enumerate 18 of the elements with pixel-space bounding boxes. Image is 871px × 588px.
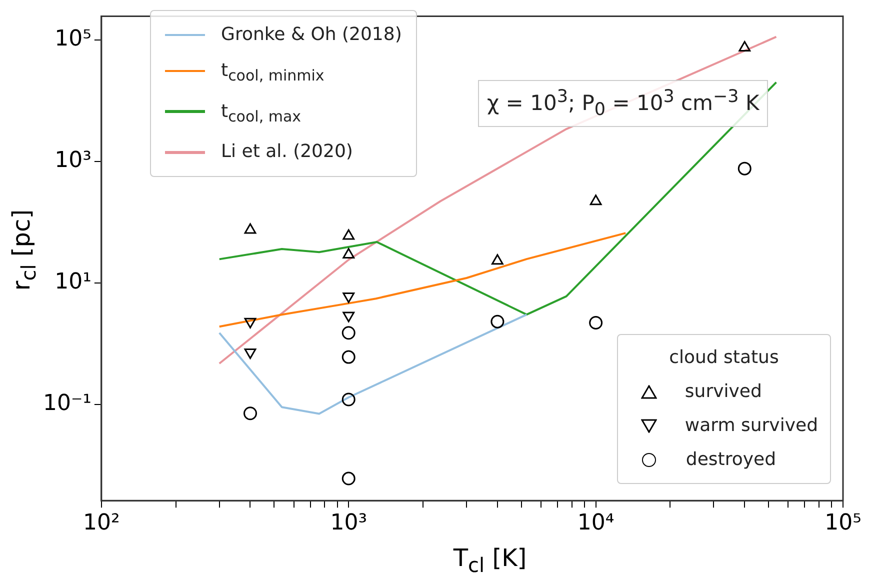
legend-label: t$_{cool, max}$ — [221, 100, 302, 126]
x-tick-label: 10⁵ — [824, 510, 862, 536]
x-tick-label: 10² — [83, 510, 120, 536]
y-tick-label: 10³ — [54, 148, 92, 174]
y-tick-label: 10⁵ — [54, 26, 92, 52]
legend-label: t$_{cool, minmix}$ — [221, 60, 324, 85]
y-tick-label: 10⁻¹ — [42, 391, 92, 416]
legend-label: survived — [684, 381, 762, 402]
legend-title: cloud status — [668, 346, 780, 370]
x-tick-label: 10³ — [330, 510, 368, 536]
legend-label: destroyed — [686, 449, 776, 470]
legend-label: Gronke & Oh (2018) — [221, 24, 402, 45]
legend-label: Li et al. (2020) — [221, 141, 353, 162]
legend-label: warm survived — [684, 415, 818, 436]
text: χ = 10$^{3}$; P$_{0}$ = 10$^{3}$ cm$^{−3}$ K — [487, 87, 760, 120]
y-tick-label: 10¹ — [54, 270, 92, 295]
x-tick-label: 10⁴ — [577, 510, 614, 536]
x-axis-title: T$_{cl}$ [K] — [453, 544, 527, 577]
